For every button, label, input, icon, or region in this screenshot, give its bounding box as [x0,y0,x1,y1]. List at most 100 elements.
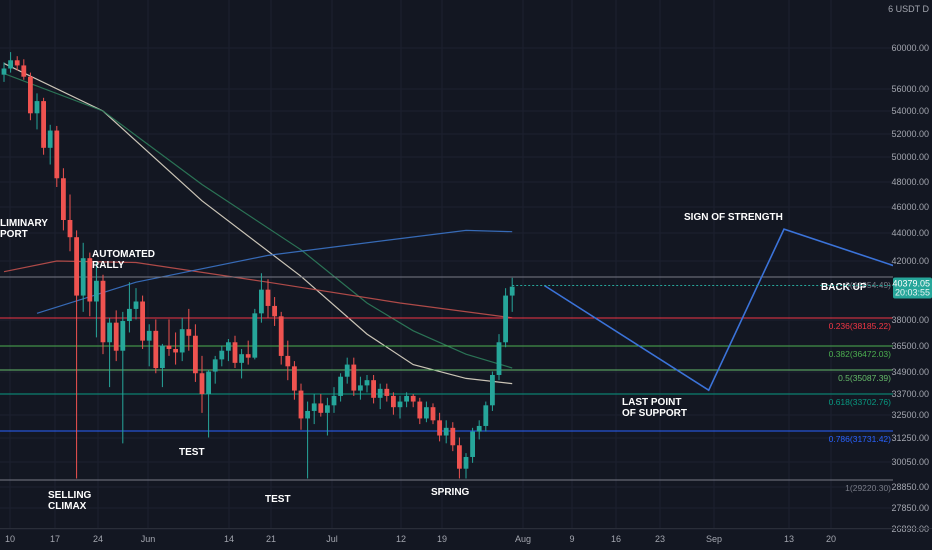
candle-body [54,130,60,179]
price-tick-label: 52000.00 [891,129,929,139]
candle-72 [476,420,482,440]
candle-body [212,359,218,372]
candle-39 [259,273,264,323]
candle-body [186,329,192,336]
candle-5 [34,93,40,130]
time-tick-label: 13 [784,534,794,544]
price-axis[interactable]: 6 USDT D 60000.00 56000.00 54000.00 52000.0… [888,0,932,534]
candle-body [338,376,343,396]
candle-71 [470,427,475,463]
annotation-line: CLIMAX [48,501,87,512]
time-tick-label: 14 [224,534,234,544]
candle-61 [404,392,409,408]
candle-34 [226,339,231,362]
candle-body [311,403,317,411]
candle-body [94,280,99,302]
candle-body [443,427,449,436]
candle-55 [364,374,370,393]
candle-60 [397,395,403,419]
price-tick-label: 38000.00 [891,315,929,325]
price-tick-label: 46000.00 [891,202,929,212]
candle-23 [153,319,159,374]
candle-12 [80,242,86,312]
candle-19 [127,282,132,333]
time-tick-label: 20 [826,534,836,544]
candle-75 [496,334,502,381]
annotation-line: BACK UP [821,282,867,293]
candle-body [61,178,66,220]
candle-body [179,329,185,353]
candle-0 [1,62,7,82]
candle-body [34,101,40,114]
candle-body [21,65,27,77]
candle-77 [509,277,515,312]
time-tick-label: 21 [266,534,276,544]
time-tick-label: 12 [396,534,406,544]
candle-body [463,456,469,469]
time-tick-label: 9 [569,534,574,544]
time-tick-label: 19 [437,534,447,544]
symbol-label: 6 USDT D [888,4,929,14]
candle-body [47,130,53,148]
candle-1 [8,52,13,73]
candle-35 [232,335,238,369]
candle-4 [28,72,33,121]
candle-63 [417,397,423,425]
price-tick-label: 31250.00 [891,433,929,443]
candle-32 [212,355,218,384]
candle-body [14,60,20,66]
back-up-label: BACK UP [821,282,867,293]
candle-50 [331,387,337,413]
time-tick-label: Jun [141,534,156,544]
candle-body [496,342,502,375]
candle-body [437,420,442,436]
time-tick-label: 23 [655,534,665,544]
candle-body [206,371,211,395]
candle-73 [483,401,489,432]
candle-body [67,220,73,238]
test-label-1: TEST [179,447,205,458]
candle-65 [430,403,436,425]
candle-body [87,258,93,302]
candle-body [226,342,231,351]
fib-label-5: 0.786(31731.42) [829,434,892,444]
candle-36 [239,348,244,379]
time-axis[interactable]: 10 17 24 Jun 14 21 Jul 12 19 Aug 9 16 23 Sep 13 20 [0,528,932,545]
candle-body [457,445,462,469]
spring-label: SPRING [431,487,470,498]
candle-46 [305,401,310,479]
price-tick-label: 50000.00 [891,152,929,162]
candle-body [397,401,403,408]
candle-52 [344,357,350,384]
candle-67 [443,420,449,444]
candle-body [166,345,172,349]
candle-body [371,380,376,398]
test-label-2: TEST [265,494,291,505]
candle-68 [450,422,456,452]
candle-25 [166,319,172,356]
fib-label-0: 0(40954.49) [845,280,891,290]
candle-body [318,403,324,413]
candle-body [28,76,33,114]
price-tick-label: 34900.00 [891,367,929,377]
candle-body [153,330,159,369]
candle-27 [179,317,185,362]
candle-body [107,322,112,343]
candle-body [127,308,132,322]
candle-body [80,258,86,296]
candle-11 [74,230,79,479]
candle-7 [47,124,53,165]
candle-body [252,313,258,358]
candle-18 [120,311,126,444]
candle-body [173,348,178,353]
candle-28 [186,308,192,351]
fib-label-4: 0.618(33702.76) [829,397,892,407]
candle-body [483,405,489,426]
candle-43 [285,340,291,381]
candle-62 [410,394,416,408]
candle-74 [490,371,495,411]
last-price-value: 40379.05 [892,279,930,289]
price-tick-label: 32500.00 [891,410,929,420]
